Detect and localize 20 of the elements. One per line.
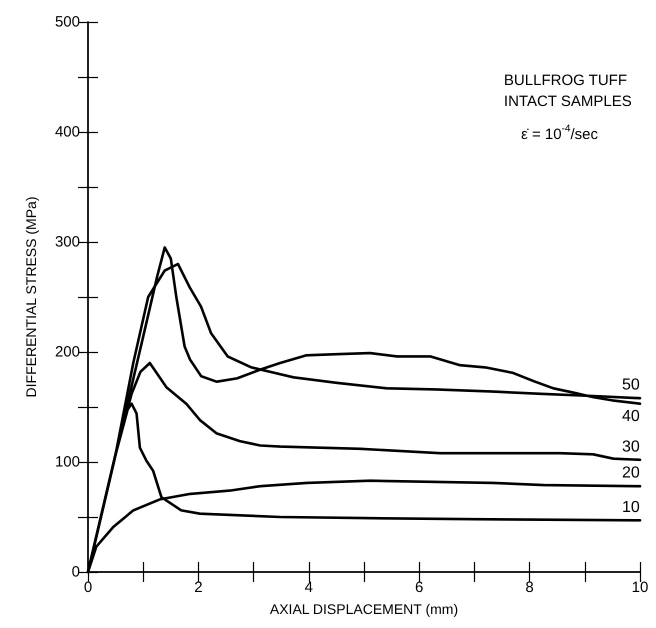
y-tick-label: 500	[54, 14, 80, 30]
x-tick-label: 10	[632, 579, 648, 596]
y-tick-label: 400	[54, 124, 80, 140]
x-tick-label: 4	[304, 579, 313, 596]
series-label: 20	[622, 464, 640, 482]
x-tick-label: 8	[525, 579, 534, 596]
series-label: 50	[622, 376, 640, 394]
series-label: 10	[622, 498, 640, 516]
y-tick-label: 0	[72, 564, 80, 580]
y-axis-title: DIFFERENTIAL STRESS (MPa)	[23, 196, 39, 398]
series-label: 40	[622, 408, 640, 426]
y-tick-label: 200	[54, 344, 80, 360]
series-label: 30	[622, 438, 640, 456]
x-tick-label: 0	[84, 579, 92, 596]
y-tick-label: 100	[54, 454, 80, 470]
x-tick-label: 2	[194, 579, 203, 596]
annotation: BULLFROG TUFF INTACT SAMPLES	[504, 72, 632, 110]
y-tick-label: 300	[54, 234, 80, 250]
x-tick-label: 6	[415, 579, 424, 596]
x-axis-title: AXIAL DISPLACEMENT (mm)	[270, 601, 458, 617]
